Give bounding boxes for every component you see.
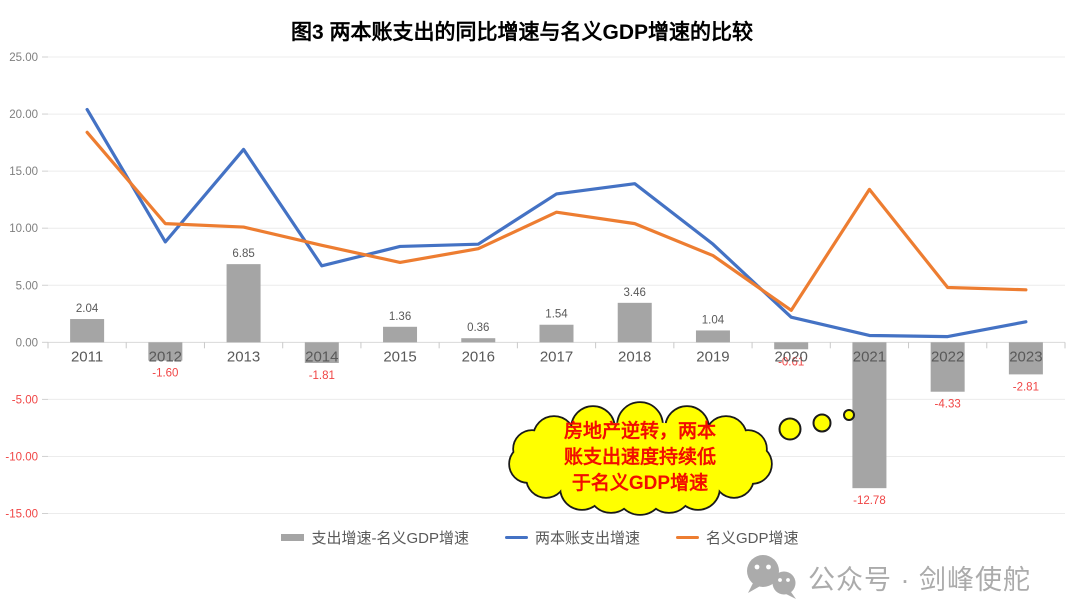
x-tick-label: 2019 — [696, 348, 729, 365]
y-tick-label: -15.00 — [5, 509, 38, 521]
legend-item-bar-series: 支出增速-名义GDP增速 — [281, 527, 469, 548]
x-tick-label: 2015 — [383, 348, 416, 365]
bar-value-label: -1.60 — [152, 368, 178, 380]
expenditure-growth-line — [85, 107, 1028, 339]
x-tick-label: 2017 — [540, 348, 573, 365]
callout-text-line: 于名义GDP增速 — [572, 471, 708, 494]
bar-value-label: 2.04 — [76, 303, 99, 315]
bar — [304, 342, 339, 363]
y-tick-label: 10.00 — [9, 223, 38, 235]
watermark-text: 公众号 · 剑峰使舵 — [808, 564, 1031, 595]
bar-value-label: -1.81 — [309, 370, 335, 382]
y-tick-label: -5.00 — [12, 394, 38, 406]
legend-label: 两本账支出增速 — [534, 530, 640, 547]
bar — [226, 264, 261, 343]
callout-tail-bubble — [843, 409, 855, 421]
bar-value-label: 1.36 — [389, 311, 411, 323]
chart-legend: 支出增速-名义GDP增速 两本账支出增速 名义GDP增速 — [0, 527, 1080, 548]
bar — [461, 338, 496, 343]
y-tick-label: 20.00 — [9, 109, 38, 121]
legend-swatch — [676, 535, 699, 540]
bar — [383, 326, 418, 343]
cloud-body — [528, 422, 752, 494]
bar-value-label: 3.46 — [624, 287, 646, 299]
callout-tail-bubble — [778, 417, 802, 441]
bar — [1008, 342, 1043, 375]
bar-value-label: -12.78 — [853, 495, 886, 507]
y-tick-label: 25.00 — [9, 52, 38, 64]
x-tick-label: 2020 — [775, 348, 808, 365]
bar-value-label: -0.61 — [778, 356, 804, 368]
x-tick-label: 2016 — [462, 348, 495, 365]
bar-value-label: -2.81 — [1013, 381, 1039, 393]
legend-label: 支出增速-名义GDP增速 — [311, 530, 469, 547]
x-tick-label: 2022 — [931, 348, 964, 365]
bar — [774, 342, 809, 350]
bar — [148, 342, 183, 361]
x-tick-label: 2023 — [1009, 348, 1042, 365]
callout-text-line: 房地产逆转，两本 — [564, 419, 716, 442]
callout-text-line: 账支出速度持续低 — [564, 445, 716, 468]
bar-value-label: 0.36 — [467, 322, 489, 334]
legend-swatch — [281, 534, 305, 541]
x-tick-label: 2013 — [227, 348, 260, 365]
bar-value-label: 1.04 — [702, 314, 725, 326]
wechat-icon — [747, 555, 796, 599]
chart-title: 图3 两本账支出的同比增速与名义GDP增速的比较 — [290, 21, 754, 44]
bar — [852, 342, 887, 489]
bar-value-label: 6.85 — [232, 248, 254, 260]
bar — [930, 342, 965, 392]
callout-tail-bubble — [812, 413, 832, 433]
y-tick-label: 0.00 — [16, 337, 38, 349]
y-tick-label: 15.00 — [9, 166, 38, 178]
x-tick-label: 2018 — [618, 348, 651, 365]
legend-swatch — [504, 535, 528, 540]
bar — [617, 302, 652, 343]
y-tick-label: 5.00 — [16, 280, 38, 292]
x-tick-label: 2012 — [149, 348, 182, 365]
nominal-gdp-growth-line — [85, 130, 1028, 312]
legend-item-expenditure-line: 两本账支出增速 — [504, 527, 640, 548]
bar — [539, 324, 574, 343]
bar-value-label: -4.33 — [935, 399, 961, 411]
bar — [70, 319, 105, 343]
watermark: 公众号 · 剑峰使舵 — [740, 552, 1031, 602]
x-tick-label: 2014 — [305, 348, 338, 365]
bar-value-label: 1.54 — [545, 309, 568, 321]
y-tick-label: -10.00 — [5, 451, 38, 463]
bar — [695, 330, 730, 343]
legend-label: 名义GDP增速 — [706, 530, 799, 547]
x-tick-label: 2011 — [71, 348, 103, 365]
legend-item-gdp-line: 名义GDP增速 — [676, 527, 799, 548]
x-tick-label: 2021 — [853, 348, 886, 365]
